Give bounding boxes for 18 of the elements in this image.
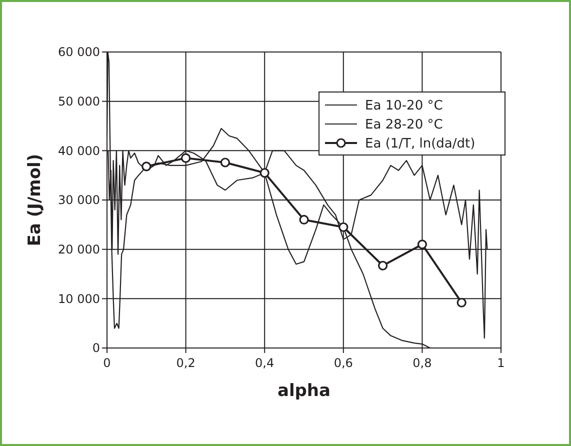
legend-label: Ea (1/T, ln(da/dt) xyxy=(365,136,476,152)
x-axis-title: alpha xyxy=(277,381,331,401)
legend-label: Ea 28-20 °C xyxy=(365,118,443,133)
legend-label: Ea 10-20 °C xyxy=(365,98,443,114)
x-tick-label: 0 xyxy=(103,356,111,370)
y-tick-label: 0 xyxy=(92,341,100,356)
x-tick-label: 0,4 xyxy=(255,356,274,370)
y-axis-title: Ea (J/mol) xyxy=(25,154,45,246)
y-tick-label: 50 000 xyxy=(58,94,100,109)
x-tick-label: 1 xyxy=(497,356,505,370)
x-tick-label: 0,6 xyxy=(334,356,353,370)
y-tick-label: 60 000 xyxy=(58,45,100,60)
y-tick-label: 30 000 xyxy=(58,193,100,208)
y-tick-label: 40 000 xyxy=(58,144,100,158)
x-tick-label: 0,8 xyxy=(412,356,432,370)
y-tick-label: 20 000 xyxy=(58,242,100,257)
x-tick-label: 0,2 xyxy=(176,356,196,370)
y-tick-label: 10 000 xyxy=(58,292,100,306)
